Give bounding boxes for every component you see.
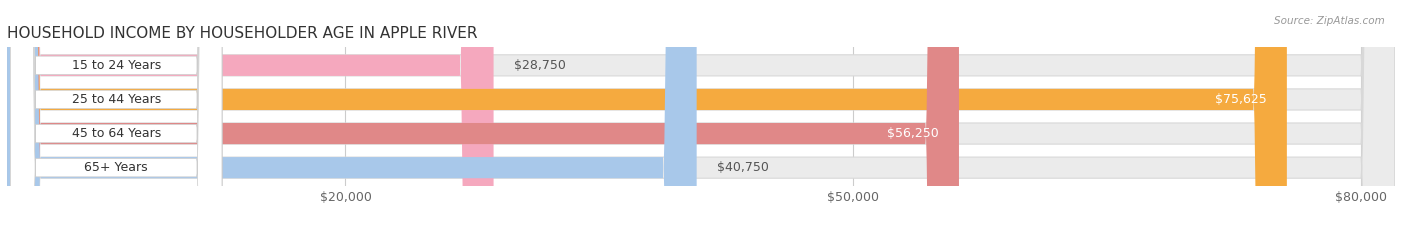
FancyBboxPatch shape: [7, 0, 959, 233]
Text: $56,250: $56,250: [887, 127, 939, 140]
FancyBboxPatch shape: [10, 0, 222, 233]
FancyBboxPatch shape: [10, 0, 222, 233]
Text: $28,750: $28,750: [513, 59, 565, 72]
FancyBboxPatch shape: [10, 0, 222, 233]
Text: Source: ZipAtlas.com: Source: ZipAtlas.com: [1274, 16, 1385, 26]
Text: 45 to 64 Years: 45 to 64 Years: [72, 127, 160, 140]
FancyBboxPatch shape: [7, 0, 696, 233]
FancyBboxPatch shape: [7, 0, 1395, 233]
FancyBboxPatch shape: [7, 0, 1395, 233]
Text: $40,750: $40,750: [717, 161, 769, 174]
Text: HOUSEHOLD INCOME BY HOUSEHOLDER AGE IN APPLE RIVER: HOUSEHOLD INCOME BY HOUSEHOLDER AGE IN A…: [7, 26, 478, 41]
FancyBboxPatch shape: [7, 0, 1395, 233]
FancyBboxPatch shape: [10, 0, 222, 233]
Text: $75,625: $75,625: [1215, 93, 1267, 106]
Text: 15 to 24 Years: 15 to 24 Years: [72, 59, 160, 72]
FancyBboxPatch shape: [7, 0, 1286, 233]
Text: 25 to 44 Years: 25 to 44 Years: [72, 93, 160, 106]
FancyBboxPatch shape: [7, 0, 494, 233]
FancyBboxPatch shape: [7, 0, 1395, 233]
Text: 65+ Years: 65+ Years: [84, 161, 148, 174]
